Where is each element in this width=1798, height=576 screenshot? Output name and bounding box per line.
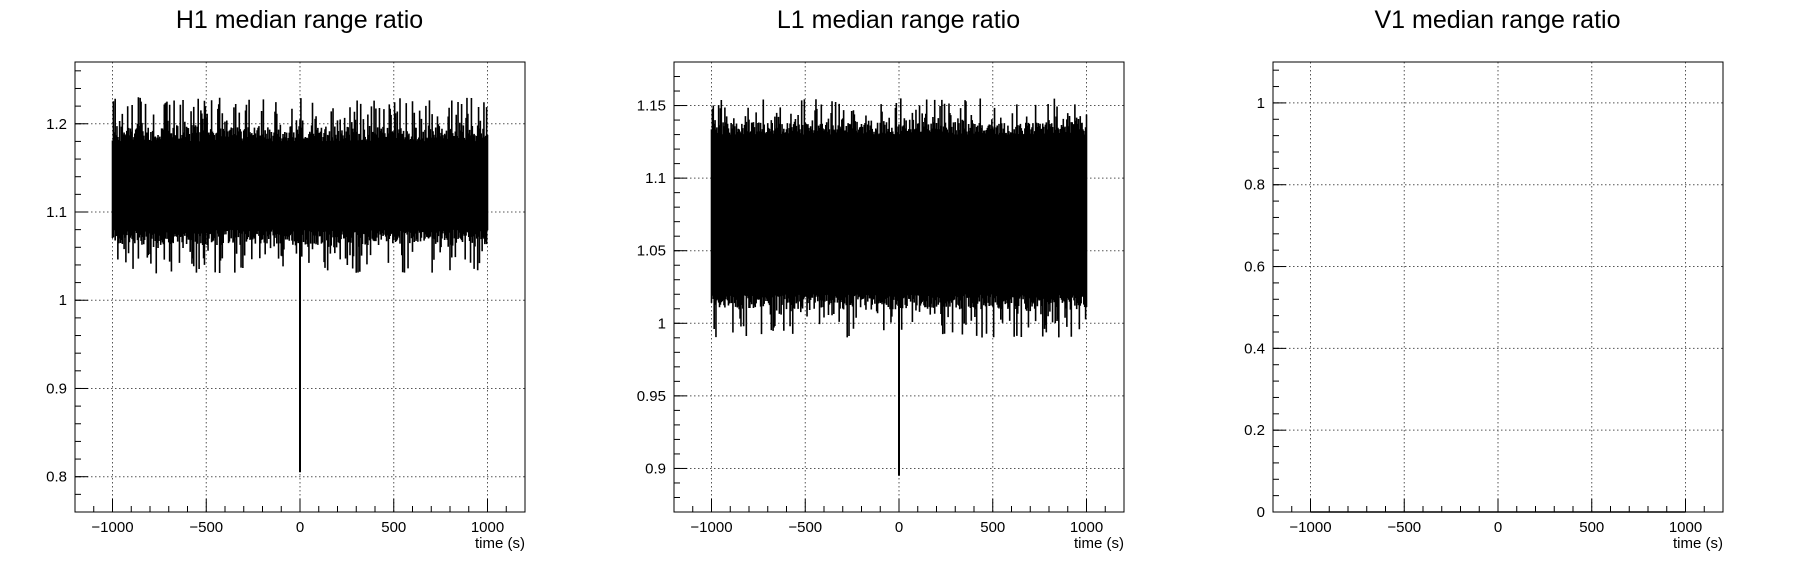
chart-title: V1 median range ratio	[1374, 6, 1621, 34]
chart-svg-v1: −1000 −500 0 500 1000 0 0.2 0.4 0.6 0.8 1 time (s)	[1244, 61, 1724, 552]
x-tick-label: 0	[296, 519, 304, 536]
x-tick-label: 1000	[1070, 519, 1103, 536]
x-tick-label: −500	[1387, 519, 1421, 536]
chart-panel-h1: H1 median range ratio −1000 −500 0 500 1000 0…	[0, 0, 599, 576]
x-tick-label: 500	[1579, 519, 1604, 536]
y-tick-label: 1.15	[637, 98, 666, 115]
x-tick-label: 0	[895, 519, 903, 536]
x-tick-label: 500	[980, 519, 1005, 536]
x-axis-title: time (s)	[1074, 535, 1124, 552]
y-tick-label: 0.9	[645, 460, 666, 477]
x-tick-label: −500	[189, 519, 223, 536]
y-tick-label: 1	[658, 315, 666, 332]
x-axis-title: time (s)	[1673, 535, 1723, 552]
y-tick-label: 0.8	[46, 469, 67, 486]
data-series-core	[112, 141, 488, 230]
y-tick-label: 0.8	[1244, 177, 1265, 194]
x-axis-title: time (s)	[475, 535, 525, 552]
x-tick-label: −500	[788, 519, 822, 536]
chart-panel-v1: V1 median range ratio −1000 −500 0 500 1000 0…	[1198, 0, 1797, 576]
y-tick-label: 1	[1257, 95, 1265, 112]
y-tick-label: 1.1	[645, 170, 666, 187]
y-tick-label: 1.1	[46, 204, 67, 221]
chart-title: L1 median range ratio	[776, 6, 1021, 34]
x-tick-label: −1000	[1289, 519, 1331, 536]
chart-svg-h1: −1000 −500 0 500 1000 0.8 0.9 1 1.1 1.2 time (s)	[46, 61, 526, 552]
y-tick-label: 0.95	[637, 388, 666, 405]
chart-panel-l1: L1 median range ratio −1000 −500 0 500 1000 0…	[599, 0, 1198, 576]
y-tick-label: 0.6	[1244, 259, 1265, 276]
y-tick-label: 1.05	[637, 243, 666, 260]
y-tick-label: 0.9	[46, 380, 67, 397]
x-tick-label: 500	[381, 519, 406, 536]
y-tick-label: 0.4	[1244, 340, 1265, 357]
y-tick-label: 0.2	[1244, 422, 1265, 439]
data-series-core	[711, 134, 1087, 295]
x-tick-label: 0	[1494, 519, 1502, 536]
x-tick-label: 1000	[471, 519, 504, 536]
y-tick-label: 1	[59, 292, 67, 309]
x-tick-label: −1000	[690, 519, 732, 536]
chart-title: H1 median range ratio	[175, 6, 424, 34]
y-tick-label: 0	[1257, 504, 1265, 521]
y-tick-label: 1.2	[46, 116, 67, 133]
x-tick-label: −1000	[91, 519, 133, 536]
x-tick-label: 1000	[1669, 519, 1702, 536]
chart-svg-l1: −1000 −500 0 500 1000 0.9 0.95 1 1.05 1.1 1.15 time…	[637, 61, 1125, 552]
